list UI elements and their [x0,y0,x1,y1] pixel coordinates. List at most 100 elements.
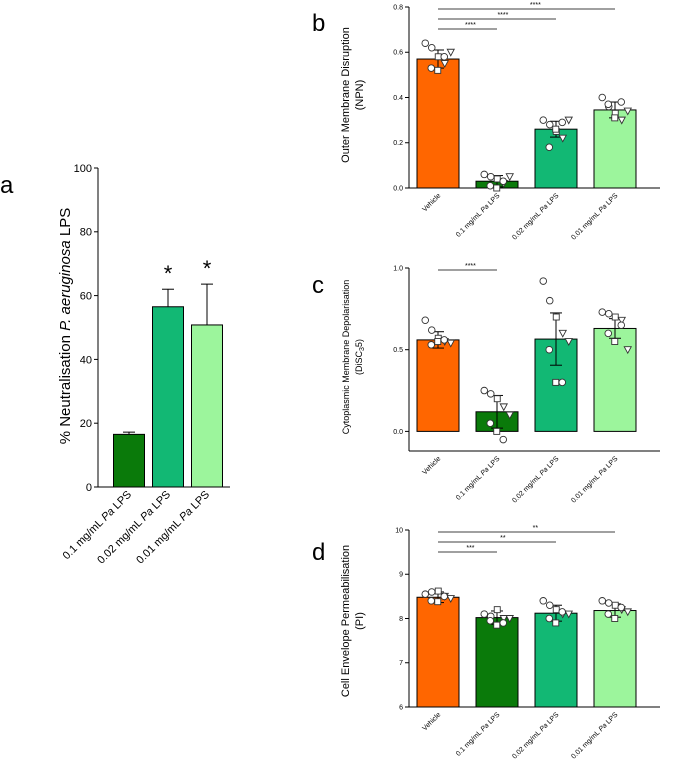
panel-letter-b: b [312,10,325,37]
data-point [440,53,449,61]
data-point [564,610,574,619]
data-point [499,177,508,185]
data-point [617,321,626,329]
data-point [617,316,627,325]
y-tick-label: 0.8 [393,4,403,11]
data-point [486,616,495,625]
x-tick-label: 0.01 mg/mL Pa LPS [570,711,619,760]
comparison-label: *** [466,545,474,552]
data-point [611,601,619,609]
x-tick-label: Vehicle [421,455,442,476]
bar [416,596,460,708]
data-point [505,173,515,182]
svg-text:(PI): (PI) [354,612,366,630]
data-point [440,592,449,601]
data-point [493,621,501,629]
data-point [428,588,436,596]
data-point [564,116,574,125]
data-point [446,48,456,57]
data-point [552,619,560,627]
svg-text:(NPN): (NPN) [354,80,366,111]
data-point [446,339,456,348]
data-point [605,310,613,318]
y-tick-label: 0.6 [393,50,403,57]
y-tick-label: 0.5 [393,347,403,354]
data-point [427,597,436,605]
panel-c-ylabel: Cytoplasmic Membrane Depolarisation (DiS… [341,280,366,435]
x-tick-label: 0.02 mg/mL Pa LPS [511,455,560,504]
x-tick-label: Vehicle [421,711,442,732]
data-point [421,39,430,47]
data-point [611,615,619,622]
data-point [434,66,442,74]
data-point [552,606,560,614]
comparison-label: **** [530,2,541,9]
data-point [446,595,456,604]
comparison-label: **** [465,263,476,270]
data-point [499,403,509,412]
data-point [604,610,613,618]
data-point [493,427,501,435]
x-tick-label: Vehicle [421,192,442,213]
data-point [552,125,560,133]
bar [534,128,578,189]
data-point [558,118,567,127]
data-point [493,175,501,183]
y-tick-label: 100 [74,163,92,175]
y-tick-label: 7 [399,660,403,667]
bar [191,324,223,488]
y-tick-label: 10 [395,527,403,534]
y-tick-label: 20 [80,418,92,430]
data-point [421,316,430,325]
bar [416,58,460,189]
x-tick-label: 0.01 mg/mL Pa LPS [570,455,619,504]
y-tick-label: 40 [80,354,92,366]
data-point [546,296,554,305]
data-point [611,313,619,321]
svg-text:Cell Envelope Permeabilisation: Cell Envelope Permeabilisation [340,545,352,697]
data-point [611,338,619,345]
data-point [545,143,554,152]
x-tick-label: 0.01 mg/mL Pa LPS [134,489,212,567]
y-tick-label: 60 [80,290,92,302]
data-point [611,114,619,122]
data-point [558,134,568,143]
data-point [499,619,508,627]
data-point [480,170,489,179]
panel-a-ylabel: % Neutralisation P. aeruginosa LPS [57,208,74,445]
y-tick-label: 8 [399,616,403,623]
data-point [499,615,509,623]
x-tick-label: 0.02 mg/mL Pa LPS [95,489,173,567]
data-point [434,587,442,595]
panel-letter-d: d [312,539,325,566]
data-point [598,308,607,316]
data-point [598,93,607,102]
significance-star: * [203,256,212,281]
significance-star: * [164,261,173,286]
data-point [493,395,501,403]
bar [593,610,637,708]
data-point [505,615,515,623]
y-tick-label: 80 [80,227,92,239]
data-point [546,601,554,609]
data-point [434,53,442,61]
x-tick-label: 0.02 mg/mL Pa LPS [511,192,560,241]
data-point [487,172,495,181]
data-point [427,64,436,72]
y-tick-label: 0.0 [393,429,403,436]
panel-b-ylabel: Outer Membrane Disruption (NPN) [340,27,366,163]
data-point [605,599,613,607]
x-tick-label: 0.1 mg/mL Pa LPS [455,711,502,758]
comparison-label: ** [533,525,539,532]
data-point [440,60,450,69]
panel-letter-a: a [0,172,14,199]
comparison-label: **** [465,22,476,29]
x-tick-label: 0.1 mg/mL Pa LPS [455,455,502,502]
y-tick-label: 0.0 [393,185,403,192]
data-point [617,98,626,106]
data-point [421,590,430,598]
data-point [552,313,560,321]
panel-a-plot: 0 20 40 60 80 100 0.1 mg/mL Pa LPS * 0.02 mg/mL … [61,163,230,567]
bar [416,339,460,432]
